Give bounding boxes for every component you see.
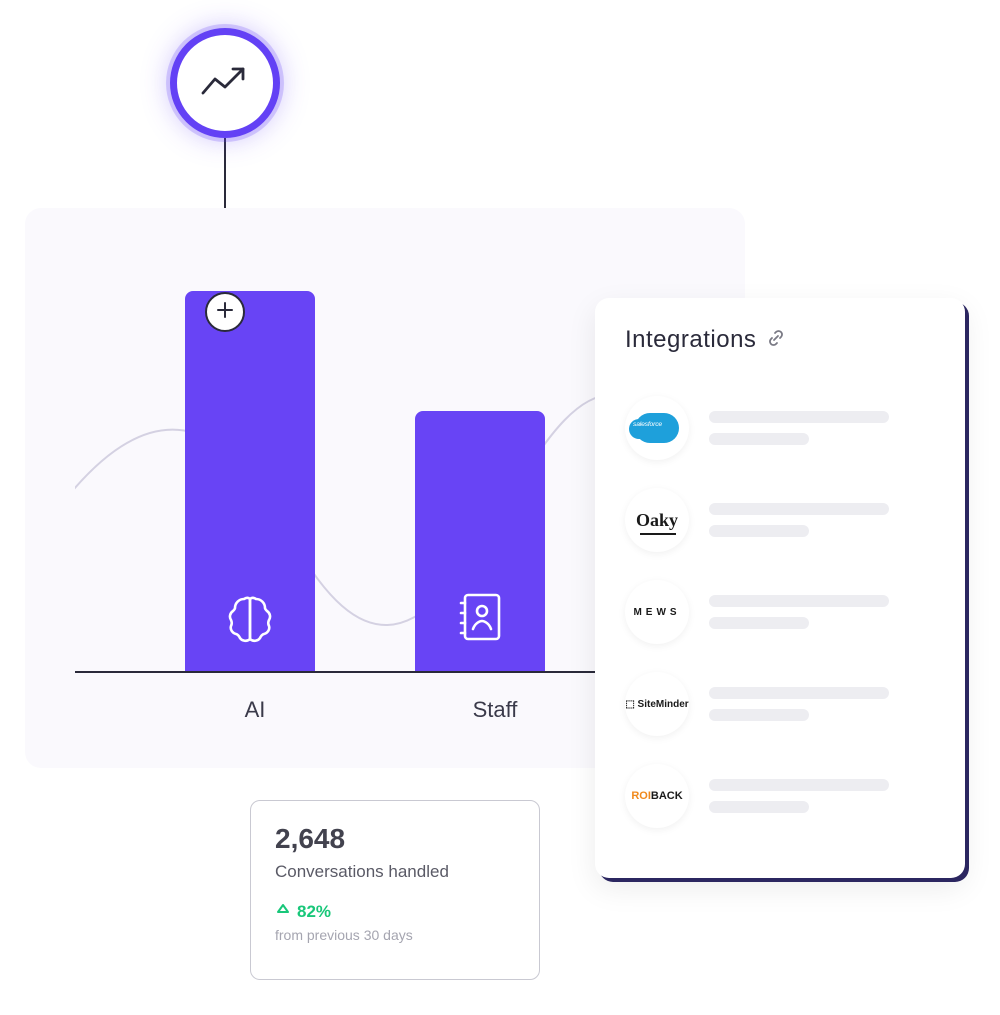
x-label-staff: Staff (450, 697, 540, 723)
stat-card: 2,648 Conversations handled 82% from pre… (250, 800, 540, 980)
brain-icon (222, 589, 278, 645)
integration-skeleton (709, 687, 935, 721)
integration-row-oaky[interactable]: Oaky (625, 474, 935, 566)
integration-row-mews[interactable]: MEWS (625, 566, 935, 658)
x-label-ai: AI (215, 697, 295, 723)
integration-skeleton (709, 595, 935, 629)
integration-skeleton (709, 411, 935, 445)
salesforce-logo (625, 396, 689, 460)
contact-book-icon (455, 589, 505, 645)
integration-skeleton (709, 503, 935, 537)
bar-ai (185, 291, 315, 671)
oaky-logo: Oaky (625, 488, 689, 552)
integration-row-roiback[interactable]: ROIBACK (625, 750, 935, 842)
stat-change: 82% (297, 902, 331, 922)
integration-row-salesforce[interactable] (625, 382, 935, 474)
stat-value: 2,648 (275, 823, 515, 855)
integrations-title: Integrations (625, 326, 756, 354)
bar-staff (415, 411, 545, 671)
integrations-card: Integrations Oaky MEWS SiteMinder ROIBAC… (595, 298, 965, 878)
mews-logo: MEWS (625, 580, 689, 644)
roiback-logo: ROIBACK (625, 764, 689, 828)
siteminder-logo: SiteMinder (625, 672, 689, 736)
trend-badge (170, 28, 280, 138)
plus-badge (205, 292, 245, 332)
integration-skeleton (709, 779, 935, 813)
arrow-up-outline-icon (275, 902, 291, 923)
plus-icon (216, 299, 234, 325)
trend-up-icon (199, 61, 251, 106)
link-icon (766, 328, 786, 353)
integration-row-siteminder[interactable]: SiteMinder (625, 658, 935, 750)
stat-label: Conversations handled (275, 861, 515, 884)
stat-sub: from previous 30 days (275, 927, 515, 943)
